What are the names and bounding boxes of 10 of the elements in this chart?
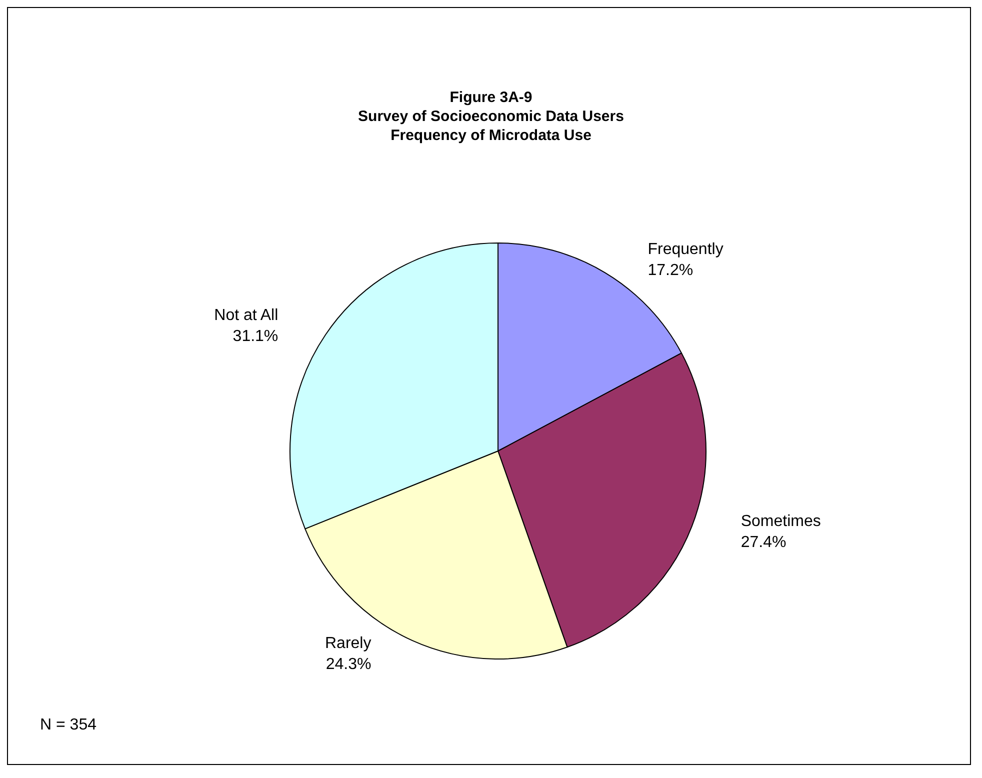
slice-label: Sometimes	[740, 512, 821, 530]
slice-label: Not at All	[214, 307, 278, 324]
text: N = 354	[40, 716, 97, 734]
slice-label: Rarely	[325, 635, 372, 652]
data-label: 27.4%	[740, 534, 786, 551]
data-label: 24.3%	[326, 656, 372, 674]
data-label: 17.2%	[648, 262, 694, 279]
slice-label: Frequently	[648, 240, 724, 258]
data-label: 31.1%	[232, 328, 278, 346]
chart-title: Figure 3A-9 Survey of Socioeconomic Data Users Frequency of Microdata Use	[358, 89, 624, 144]
